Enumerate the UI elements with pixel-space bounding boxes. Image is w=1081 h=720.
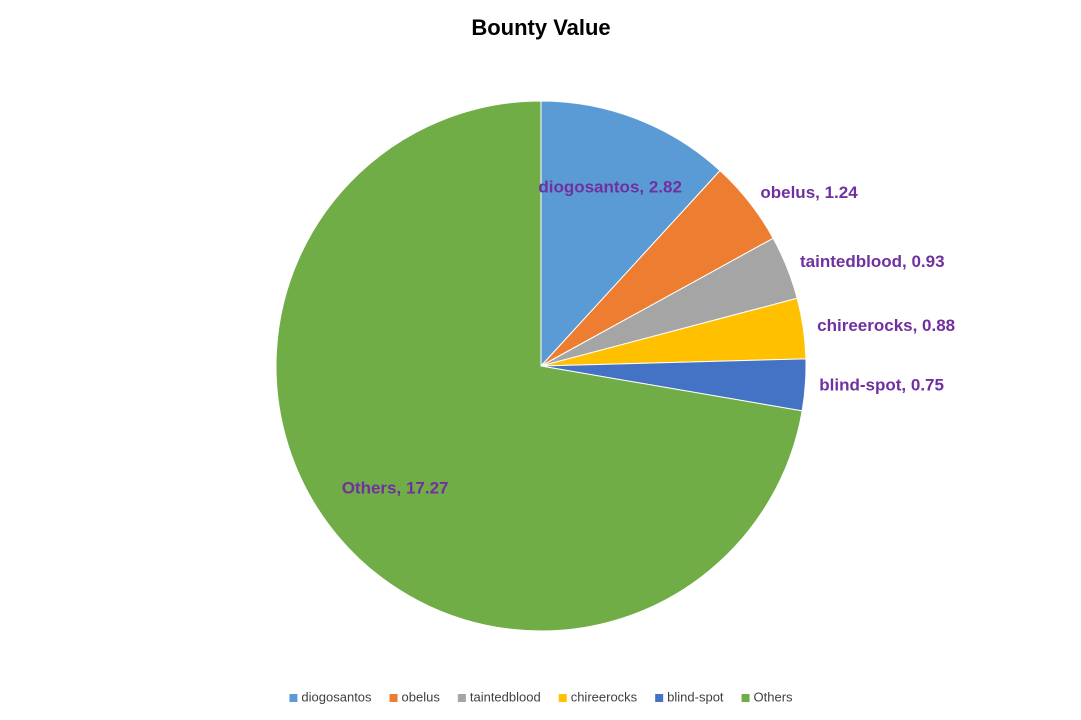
legend-swatch	[558, 694, 567, 702]
legend-label: chireerocks	[571, 689, 638, 704]
chart-title: Bounty Value	[471, 15, 610, 40]
pie-slice	[275, 100, 803, 632]
data-label: obelus, 1.24	[760, 183, 858, 202]
data-label: chireerocks, 0.88	[817, 316, 955, 335]
legend-swatch	[655, 694, 664, 702]
legend-label: obelus	[402, 689, 441, 704]
data-label: Others, 17.27	[342, 478, 449, 497]
legend-label: diogosantos	[301, 689, 372, 704]
legend-label: Others	[754, 689, 794, 704]
data-label: taintedblood, 0.93	[800, 252, 945, 271]
legend-swatch	[457, 694, 466, 702]
legend-swatch	[389, 694, 398, 702]
legend-swatch	[289, 694, 298, 702]
legend-label: taintedblood	[470, 689, 541, 704]
data-label: blind-spot, 0.75	[819, 375, 944, 394]
pie-slice	[540, 100, 721, 368]
legend-swatch	[741, 694, 750, 702]
legend-label: blind-spot	[667, 689, 724, 704]
data-label: diogosantos, 2.82	[538, 178, 682, 197]
